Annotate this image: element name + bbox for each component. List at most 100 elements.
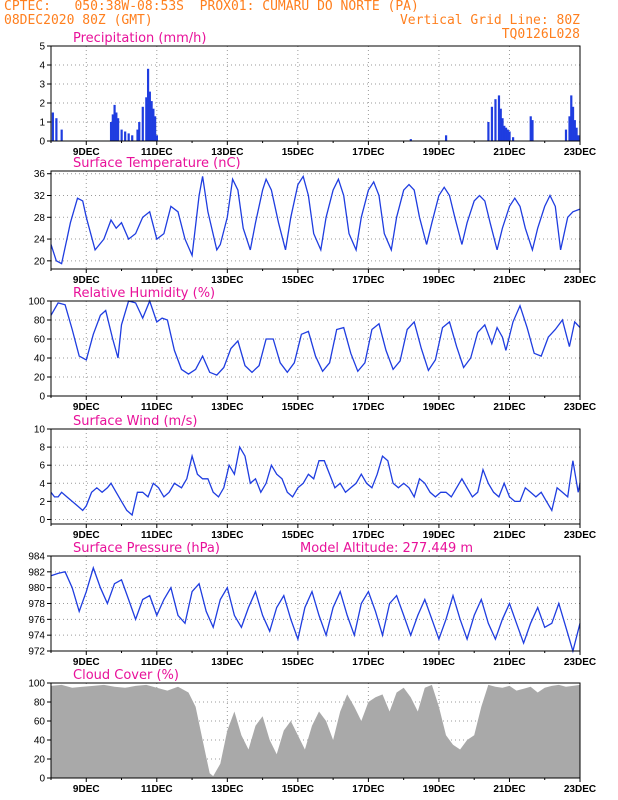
y-tick-label: 2: [39, 99, 45, 110]
precip-bar: [409, 139, 412, 141]
panel-title: Surface Temperature (nC): [73, 156, 241, 171]
x-tick-label: 21DEC: [493, 402, 525, 413]
y-tick-label: 5: [39, 42, 45, 53]
x-tick-label: 9DEC: [73, 784, 100, 795]
x-tick-label: 21DEC: [493, 657, 525, 668]
x-tick-label: 15DEC: [282, 147, 314, 158]
x-tick-label: 15DEC: [282, 402, 314, 413]
temp-line: [50, 174, 581, 265]
y-tick-label: 6: [39, 461, 45, 472]
y-tick-label: 60: [34, 717, 46, 728]
x-tick-label: 9DEC: [73, 147, 100, 158]
x-tick-label: 17DEC: [352, 402, 384, 413]
precip-bar: [113, 104, 116, 141]
precip-bar: [141, 106, 144, 141]
precip-bar: [145, 97, 148, 141]
x-tick-label: 21DEC: [493, 530, 525, 541]
x-tick-label: 9DEC: [73, 530, 100, 541]
wind-line: [50, 445, 581, 517]
plot-frame: [50, 45, 581, 142]
panel-title: Cloud Cover (%): [73, 668, 179, 683]
precip-bar: [136, 129, 139, 141]
x-tick-label: 9DEC: [73, 657, 100, 668]
x-tick-label: 17DEC: [352, 147, 384, 158]
header-grid-line: Vertical Grid Line: 80Z: [399, 13, 580, 28]
x-tick-label: 13DEC: [211, 147, 243, 158]
x-tick-label: 15DEC: [282, 784, 314, 795]
precip-bar: [573, 120, 576, 141]
precip-bar: [150, 101, 153, 141]
precip-bar: [490, 106, 494, 141]
x-tick-label: 13DEC: [211, 275, 243, 286]
x-tick-label: 19DEC: [423, 402, 455, 413]
precip-bar: [508, 131, 511, 141]
precip-bar: [60, 129, 63, 141]
precip-bar: [117, 118, 120, 141]
panel-title: Surface Pressure (hPa): [73, 541, 220, 556]
x-tick-label: 11DEC: [141, 530, 173, 541]
panel-rh: 0 20 40 60 80 100 9DEC 11DEC 13DEC 15DEC 17DEC 19DE…: [28, 286, 596, 413]
precip-bar: [564, 129, 568, 141]
y-tick-label: 36: [34, 169, 46, 180]
x-tick-label: 11DEC: [141, 784, 173, 795]
y-tick-label: 60: [34, 335, 46, 346]
x-tick-label: 23DEC: [564, 275, 596, 286]
y-tick-label: 28: [34, 213, 46, 224]
y-tick-label: 978: [28, 599, 45, 610]
precip-bar: [146, 68, 150, 141]
precip-bar: [499, 108, 502, 141]
x-tick-label: 15DEC: [282, 657, 314, 668]
precip-bar: [51, 112, 54, 141]
precip-bar: [127, 133, 130, 141]
x-tick-label: 19DEC: [423, 530, 455, 541]
header-station-line: CPTEC: 050:38W-08:53S PROX01: CUMARU DO …: [4, 0, 419, 14]
x-tick-label: 13DEC: [211, 402, 243, 413]
panel-title: Precipitation (mm/h): [73, 31, 206, 46]
precip-bar: [570, 95, 573, 141]
x-tick-label: 11DEC: [141, 147, 173, 158]
y-tick-label: 980: [28, 583, 45, 594]
x-tick-label: 9DEC: [73, 275, 100, 286]
precip-bar: [154, 116, 157, 141]
header-model-code: TQ0126L028: [501, 27, 580, 42]
x-tick-label: 23DEC: [564, 402, 596, 413]
y-tick-label: 40: [34, 354, 46, 365]
panel-pres: 972 974 976 978 980 982 984 9DEC 11DEC 13DEC 15DEC…: [28, 541, 596, 668]
x-tick-label: 23DEC: [564, 657, 596, 668]
rh-line: [50, 299, 581, 376]
y-tick-label: 4: [39, 479, 45, 490]
header-date-line: 08DEC2020 80Z (GMT): [4, 13, 153, 28]
x-tick-label: 23DEC: [564, 147, 596, 158]
precip-bar: [571, 106, 575, 141]
precip-bar: [575, 127, 578, 141]
x-tick-label: 23DEC: [564, 530, 596, 541]
precip-bar: [577, 135, 580, 141]
panel-precip: 0 1 2 3 4 5 9DEC 11DEC 13DEC 15DEC 17DEC 19DEC 21DEC…: [39, 31, 596, 158]
y-tick-label: 0: [39, 774, 45, 785]
x-tick-label: 15DEC: [282, 530, 314, 541]
y-tick-label: 8: [39, 443, 45, 454]
x-tick-label: 21DEC: [493, 147, 525, 158]
x-tick-label: 13DEC: [211, 530, 243, 541]
precip-bar: [511, 137, 515, 141]
x-tick-label: 21DEC: [493, 784, 525, 795]
panel-title: Relative Humidity (%): [73, 286, 215, 301]
panel-title: Surface Wind (m/s): [73, 414, 197, 429]
plot-frame: [50, 170, 581, 270]
y-tick-label: 100: [28, 679, 45, 690]
precip-bar: [111, 114, 114, 141]
y-tick-label: 4: [39, 61, 45, 72]
precip-bar: [138, 122, 141, 141]
precip-bar: [444, 135, 448, 141]
precip-bar: [109, 122, 113, 141]
precip-bar: [155, 135, 158, 141]
y-tick-label: 3: [39, 80, 45, 91]
x-tick-label: 19DEC: [423, 657, 455, 668]
x-tick-label: 11DEC: [141, 402, 173, 413]
y-tick-label: 80: [34, 316, 46, 327]
x-tick-label: 11DEC: [141, 657, 173, 668]
precip-bar: [115, 112, 118, 141]
x-tick-label: 15DEC: [282, 275, 314, 286]
y-tick-label: 24: [34, 235, 46, 246]
precip-bar: [506, 129, 509, 141]
